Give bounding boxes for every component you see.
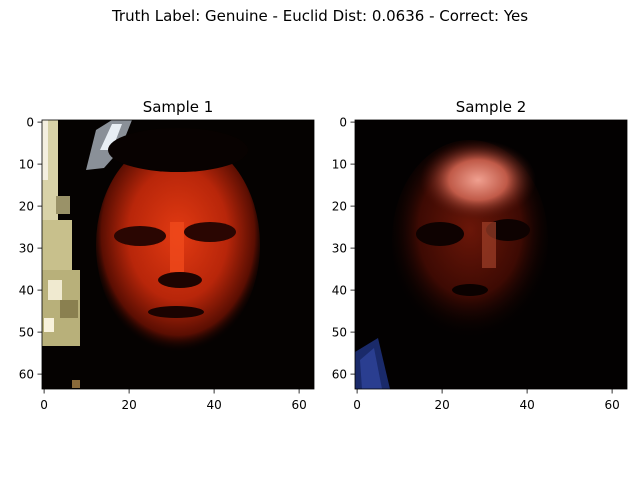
panel-2-ytick-label: 60 [332,368,347,382]
panel-2-ytick-label: 40 [332,284,347,298]
panel-2-xtick-label: 60 [604,398,619,412]
panel-1-y-axis: 0 10 20 30 40 50 60 [19,116,42,382]
panel-2-ytick-label: 10 [332,158,347,172]
panel-2-xtick-label: 0 [353,398,361,412]
panel-2-frame [354,119,628,390]
panel-2-xtick-label: 40 [519,398,534,412]
panel-2-title: Sample 2 [456,98,527,116]
panel-sample-1: Sample 1 [19,98,315,412]
panel-1-ytick-label: 0 [26,116,34,130]
panel-1-ytick-label: 10 [19,158,34,172]
panel-1-ytick-label: 20 [19,200,34,214]
panel-1-xtick-label: 40 [206,398,221,412]
sample-2-image [355,120,627,389]
panel-2-y-axis: 0 10 20 30 40 50 60 [332,116,355,382]
figure-suptitle: Truth Label: Genuine - Euclid Dist: 0.06… [111,7,529,25]
panel-sample-2: Sample 2 0 20 40 60 [332,98,628,412]
panel-1-xtick-label: 20 [121,398,136,412]
panel-1-ytick-label: 30 [19,242,34,256]
panel-1-frame [41,119,315,390]
panel-1-ytick-label: 50 [19,326,34,340]
panel-2-xtick-label: 20 [434,398,449,412]
panel-1-x-axis: 0 20 40 60 [40,389,307,412]
panel-1-ytick-label: 60 [19,368,34,382]
panel-2-ytick-label: 50 [332,326,347,340]
panel-2-ytick-label: 30 [332,242,347,256]
panel-1-xtick-label: 60 [291,398,306,412]
panel-2-ytick-label: 20 [332,200,347,214]
sample-1-image [42,120,314,389]
panel-1-ytick-label: 40 [19,284,34,298]
panel-2-ytick-label: 0 [339,116,347,130]
panel-1-title: Sample 1 [143,98,214,116]
panel-2-x-axis: 0 20 40 60 [353,389,620,412]
panel-1-xtick-label: 0 [40,398,48,412]
